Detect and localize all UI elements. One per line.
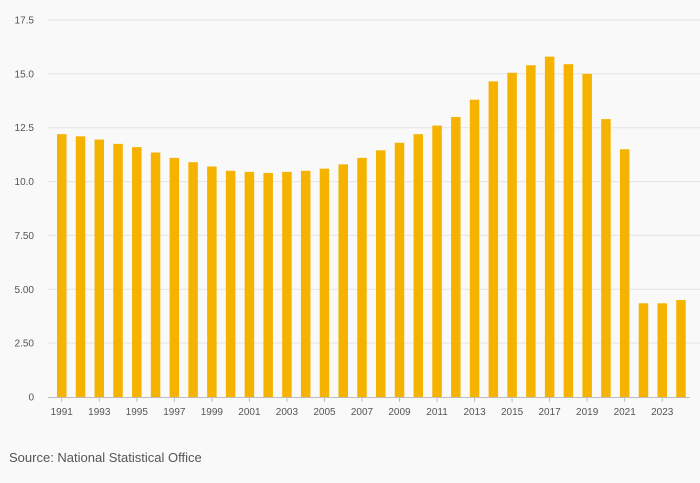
bar-2001 (244, 171, 255, 397)
bar-1996 (150, 152, 161, 397)
x-axis (48, 397, 690, 402)
bar-2002 (263, 172, 273, 397)
x-tick-label: 2005 (313, 407, 336, 418)
x-tick-label: 2009 (388, 407, 411, 418)
y-tick-label: 7.50 (15, 231, 35, 242)
bar-2021 (619, 149, 630, 397)
bar-2024 (676, 300, 686, 397)
bar-2000 (225, 170, 236, 397)
x-tick-label: 2013 (463, 407, 486, 418)
y-tick-label: 2.50 (15, 339, 35, 350)
x-tick-label: 1999 (201, 407, 224, 418)
y-tick-label: 12.5 (15, 123, 35, 134)
x-tick-label: 1995 (126, 407, 149, 418)
x-tick-label: 2011 (426, 407, 448, 418)
bar-2009 (394, 142, 405, 397)
x-axis-tick-labels: 1991 1993 1995 1997 1999 2001 2003 2005 2007 2009… (51, 407, 674, 418)
bar-2023 (657, 303, 667, 397)
x-tick-label: 1991 (51, 407, 74, 418)
bar-2016 (526, 65, 536, 398)
bar-2006 (338, 164, 348, 397)
y-axis-tick-labels: 0 2.50 5.00 7.50 10.0 12.5 15.0 17.5 (15, 16, 35, 404)
bar-2005 (319, 168, 330, 397)
x-tick-label: 2003 (276, 407, 299, 418)
bar-2004 (300, 170, 311, 397)
bar-1995 (132, 147, 142, 397)
x-tick-label: 2015 (501, 407, 524, 418)
bar-2020 (601, 119, 611, 398)
bar-2019 (582, 73, 592, 397)
x-tick-label: 2023 (651, 407, 674, 418)
x-tick-label: 2021 (614, 407, 637, 418)
x-tick-label: 2017 (539, 407, 562, 418)
bar-2018 (563, 64, 574, 398)
bar-2012 (451, 116, 461, 397)
bar-2022 (638, 303, 649, 397)
y-tick-label: 5.00 (15, 285, 35, 296)
y-tick-label: 15.0 (15, 69, 35, 80)
bar-2003 (282, 171, 292, 397)
bar-2010 (413, 134, 424, 398)
bar-2015 (507, 72, 517, 397)
y-tick-label: 0 (28, 393, 34, 404)
bar-1993 (94, 139, 105, 397)
bar-1991 (57, 134, 67, 398)
bar-2011 (432, 125, 442, 397)
x-tick-label: 2007 (351, 407, 374, 418)
bar-2017 (544, 56, 555, 397)
bar-2014 (488, 81, 499, 397)
bar-1998 (188, 162, 198, 397)
bar-1999 (207, 166, 217, 397)
x-tick-label: 2019 (576, 407, 599, 418)
bar-1992 (75, 136, 86, 397)
x-tick-label: 1997 (163, 407, 186, 418)
y-tick-label: 10.0 (15, 177, 35, 188)
bar-2013 (469, 99, 480, 398)
source-note: Source: National Statistical Office (9, 450, 202, 465)
y-tick-label: 17.5 (15, 16, 35, 27)
bar-1994 (113, 143, 123, 397)
x-tick-label: 2001 (238, 407, 261, 418)
bars (57, 56, 686, 398)
bar-2008 (376, 150, 386, 397)
bar-1997 (169, 157, 180, 397)
x-tick-label: 1993 (88, 407, 111, 418)
bar-2007 (357, 157, 367, 397)
